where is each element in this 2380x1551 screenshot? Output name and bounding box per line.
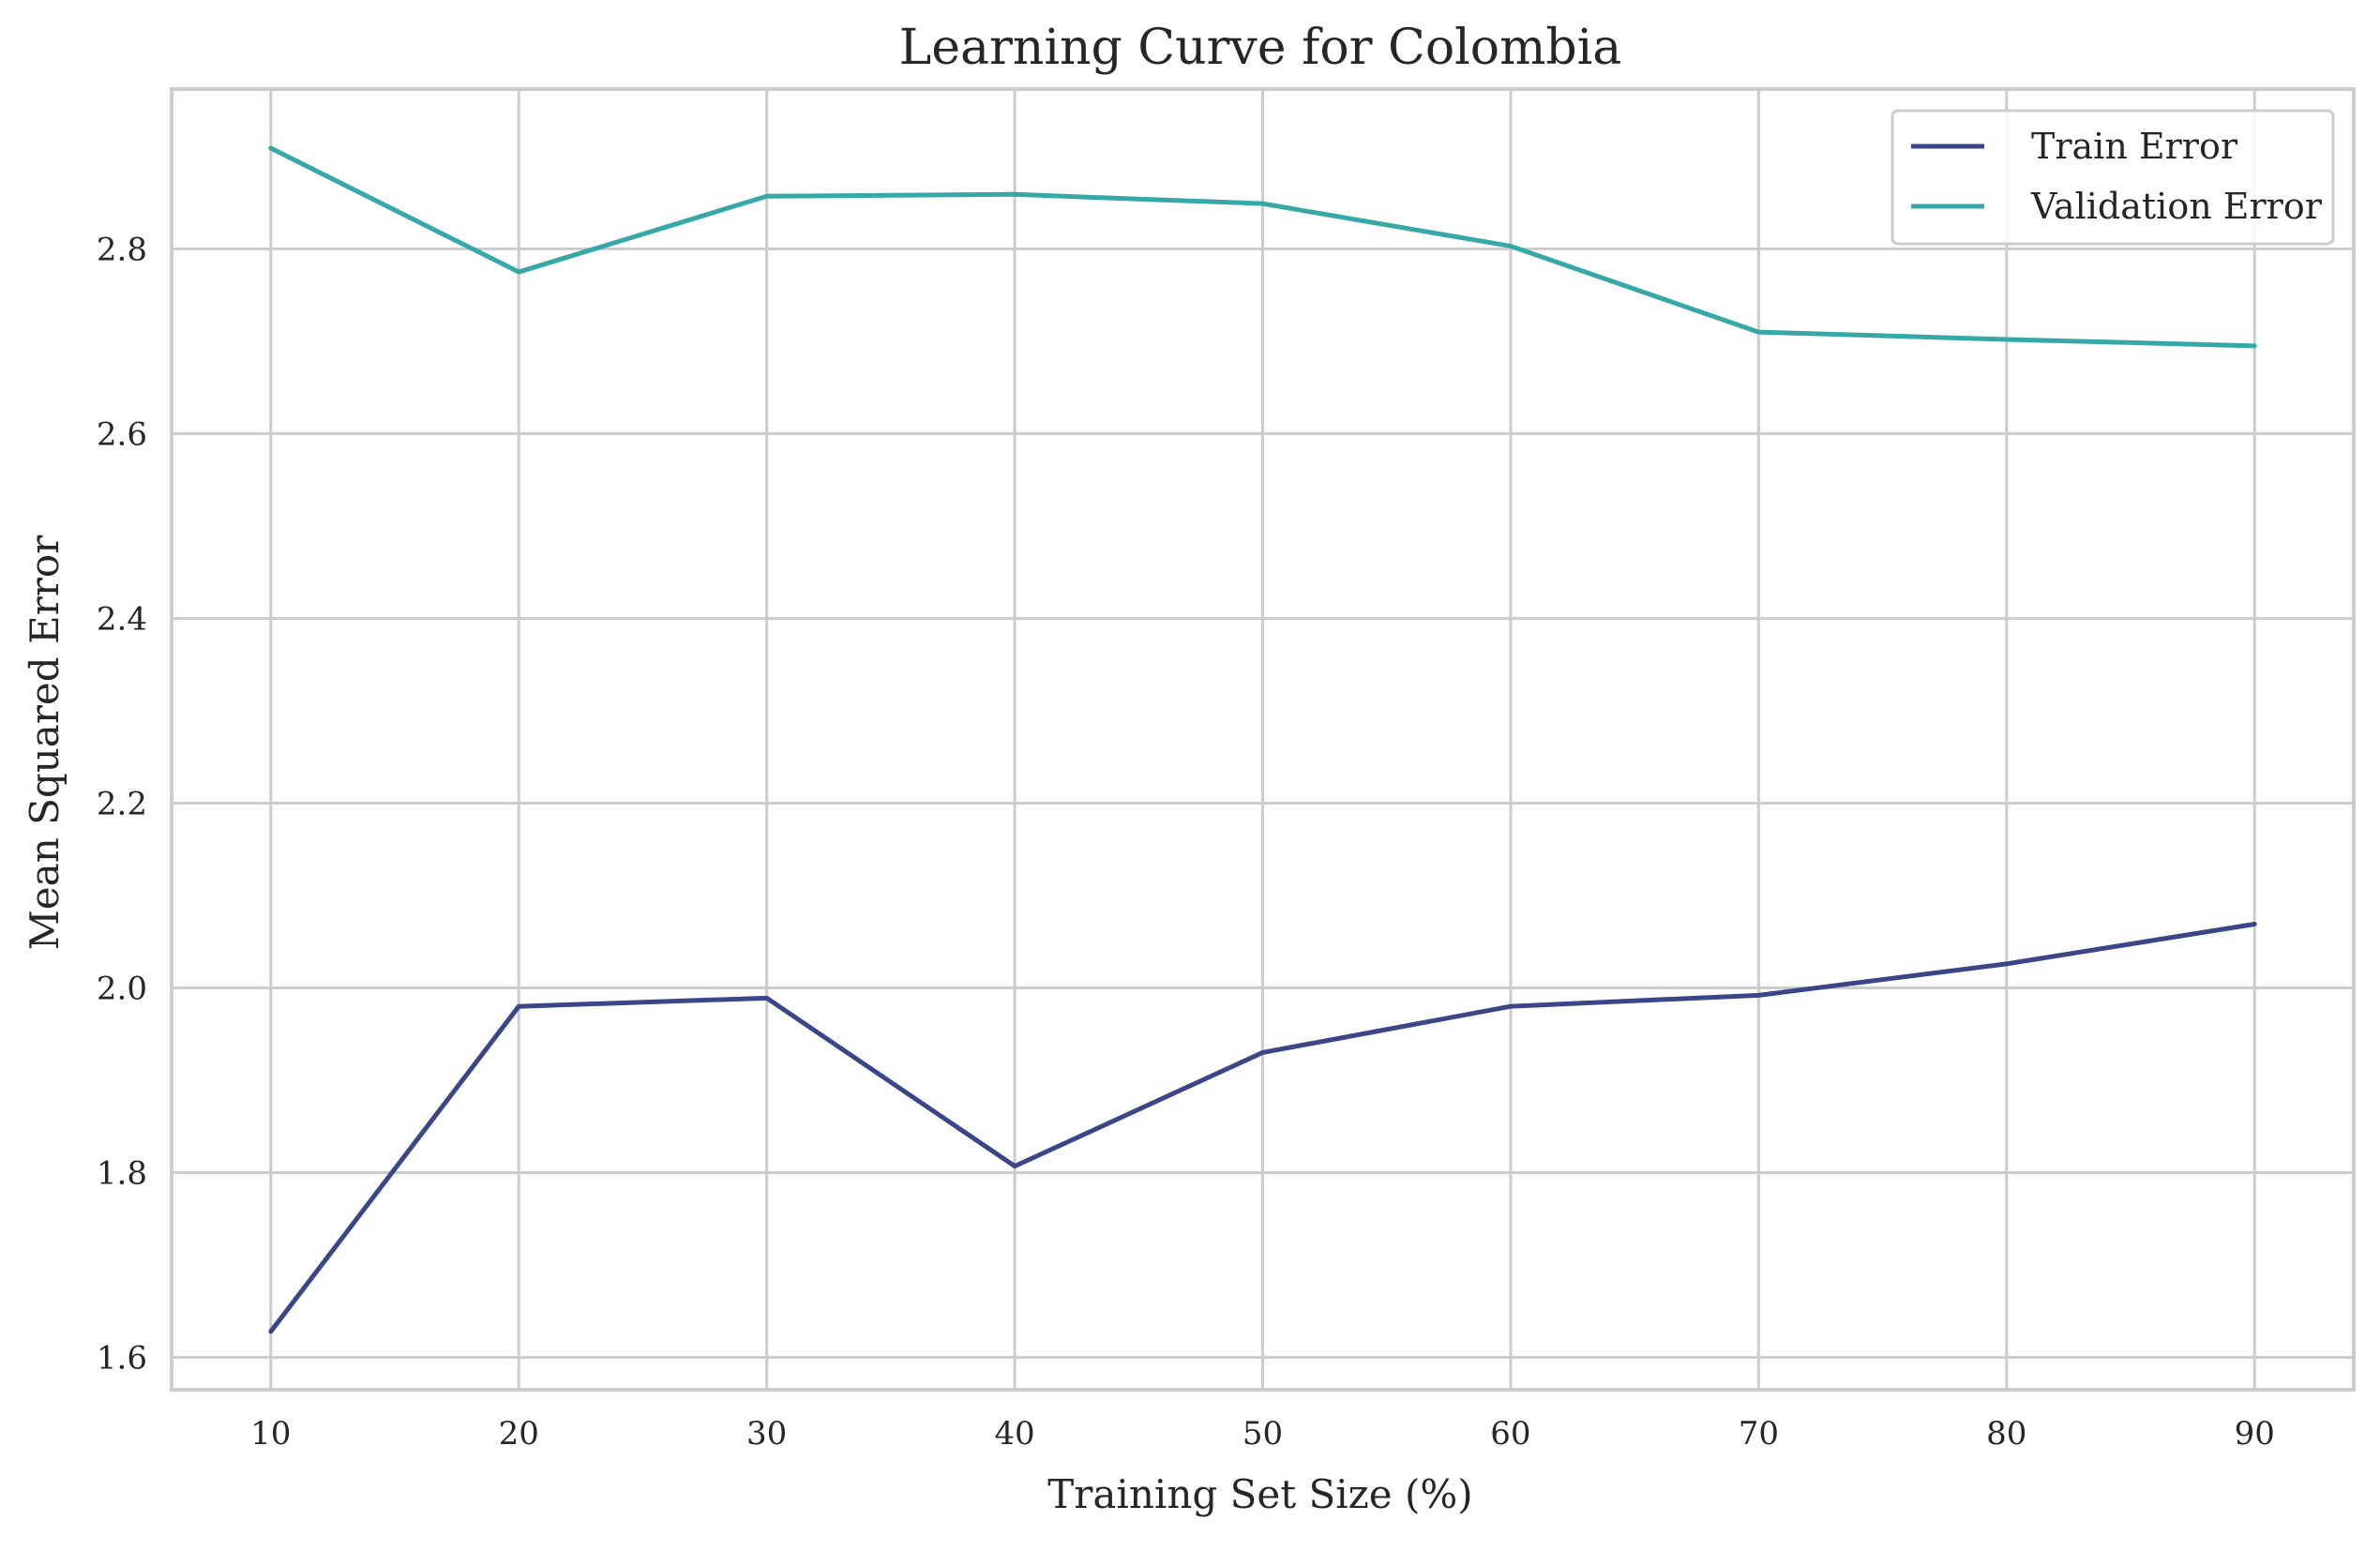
grid <box>172 89 2354 1390</box>
plot-frame <box>170 87 2356 1392</box>
series-line-validation-error <box>268 145 2257 349</box>
chart-title: Learning Curve for Colombia <box>899 20 1622 76</box>
legend-label: Validation Error <box>2030 186 2323 227</box>
x-tick-label: 40 <box>994 1415 1034 1453</box>
x-tick-label: 70 <box>1739 1415 1779 1453</box>
x-tick-label: 30 <box>746 1415 787 1453</box>
x-tick-label: 80 <box>1986 1415 2026 1453</box>
x-tick-label: 60 <box>1490 1415 1530 1453</box>
legend-box <box>1890 109 2335 246</box>
x-axis-label: Training Set Size (%) <box>1047 1471 1472 1517</box>
legend-label: Train Error <box>2031 126 2238 167</box>
y-tick-label: 2.6 <box>97 415 147 453</box>
legend: Train Error Validation Error <box>1890 109 2335 246</box>
series-lines <box>268 145 2257 1334</box>
y-tick-label: 2.0 <box>97 970 147 1007</box>
x-tick-label: 20 <box>499 1415 539 1453</box>
y-tick-label: 2.2 <box>97 785 147 822</box>
y-tick-label: 1.8 <box>97 1155 147 1193</box>
series-line-train-error <box>268 922 2257 1334</box>
x-tick-label: 50 <box>1243 1415 1283 1453</box>
y-axis-label: Mean Squared Error <box>22 535 68 950</box>
x-tick-labels: 10 20 30 40 50 60 70 80 90 <box>250 1415 2275 1453</box>
y-tick-label: 1.6 <box>97 1340 147 1378</box>
y-tick-label: 2.4 <box>97 600 147 638</box>
x-tick-label: 90 <box>2235 1415 2275 1453</box>
x-tick-label: 10 <box>250 1415 291 1453</box>
y-tick-label: 2.8 <box>97 231 147 268</box>
y-tick-labels: 1.6 1.8 2.0 2.2 2.4 2.6 2.8 <box>97 231 147 1377</box>
